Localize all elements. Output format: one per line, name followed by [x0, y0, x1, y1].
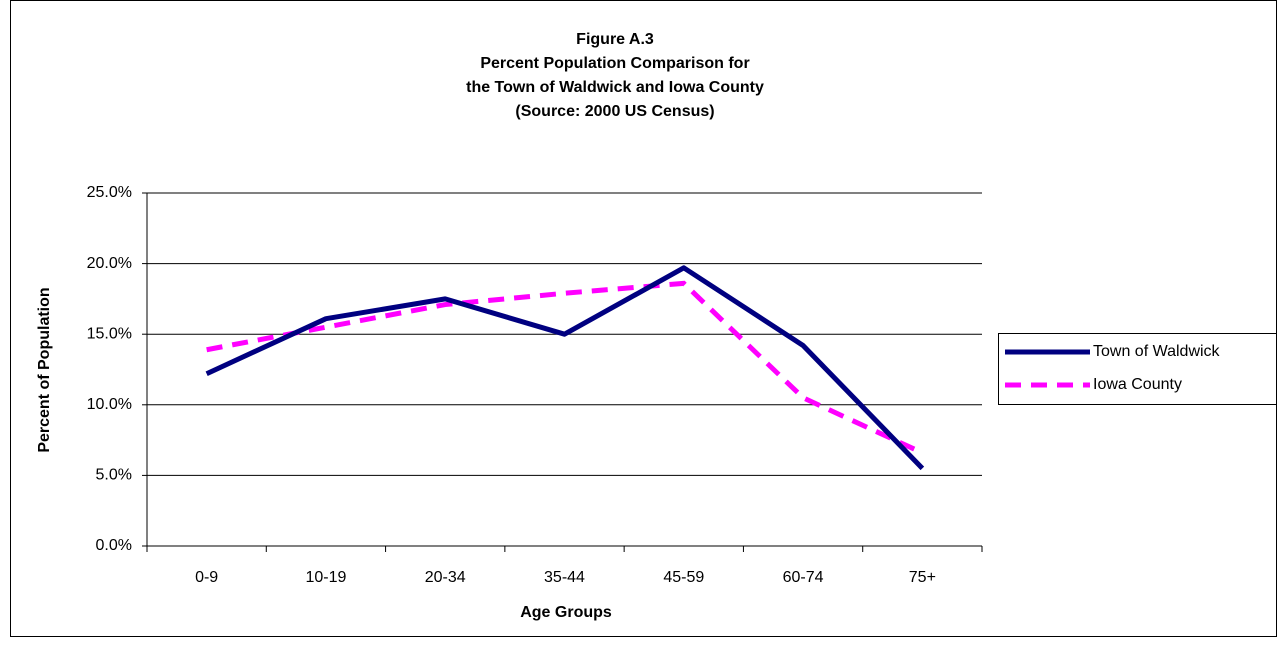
x-tick-label: 60-74 [783, 569, 824, 586]
series-line [205, 265, 925, 471]
x-tick-label: 35-44 [544, 569, 585, 586]
chart-border [10, 0, 1277, 637]
y-tick-label: 5.0% [96, 467, 132, 484]
y-tick-label: 25.0% [87, 184, 132, 201]
x-tick-label: 20-34 [425, 569, 466, 586]
x-tick-label: 10-19 [305, 569, 346, 586]
y-axis-title: Percent of Population [36, 287, 53, 452]
chart-title: Percent Population Comparison for [480, 55, 749, 72]
y-tick-label: 15.0% [87, 325, 132, 342]
chart-title: Figure A.3 [576, 31, 654, 48]
y-tick-label: 20.0% [87, 255, 132, 272]
x-tick-label: 45-59 [663, 569, 704, 586]
x-tick-label: 75+ [909, 569, 936, 586]
chart-title: (Source: 2000 US Census) [515, 103, 714, 120]
legend-label: Iowa County [1093, 376, 1182, 393]
y-tick-label: 10.0% [87, 396, 132, 413]
chart-title: the Town of Waldwick and Iowa County [466, 79, 764, 96]
x-axis-title: Age Groups [520, 604, 612, 621]
x-tick-label: 0-9 [195, 569, 218, 586]
y-tick-label: 0.0% [96, 537, 132, 554]
legend-label: Town of Waldwick [1093, 343, 1221, 360]
legend-box [998, 333, 1277, 405]
